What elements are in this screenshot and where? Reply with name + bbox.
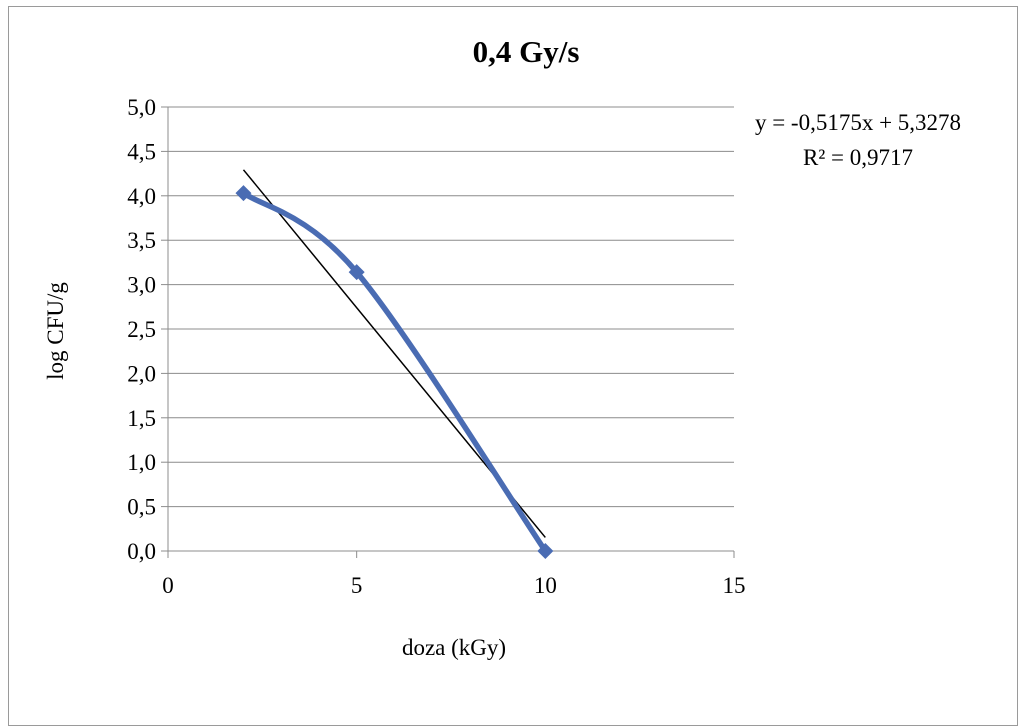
y-tick-label: 2,5 <box>127 317 156 342</box>
y-tick-label: 1,0 <box>127 450 156 475</box>
data-series <box>235 185 553 559</box>
y-tick-label: 3,5 <box>127 228 156 253</box>
y-tick-labels: 0,0 0,5 1,0 1,5 2,0 2,5 3,0 3,5 4,0 4,5 5,0 <box>127 95 156 564</box>
y-tick-label: 0,0 <box>127 539 156 564</box>
y-tick-label: 5,0 <box>127 95 156 120</box>
y-tick-label: 2,0 <box>127 361 156 386</box>
trendline-equation: y = -0,5175x + 5,3278 <box>755 110 961 135</box>
x-axis-title: doza (kGy) <box>402 635 506 660</box>
x-tick-label: 5 <box>351 573 363 598</box>
y-tick-label: 4,0 <box>127 184 156 209</box>
y-tick-label: 1,5 <box>127 406 156 431</box>
y-tick-label: 0,5 <box>127 495 156 520</box>
chart-svg: 0,4 Gy/s 0,0 0,5 1,0 1,5 2,0 2,5 3,0 3,5 4,0 4,5 5… <box>0 0 1022 676</box>
y-tick-label: 3,0 <box>127 273 156 298</box>
x-tick-label: 10 <box>534 573 557 598</box>
x-tick-labels: 0 5 10 15 <box>162 573 745 598</box>
r-squared-label: R² = 0,9717 <box>803 145 913 170</box>
series-line <box>243 193 545 551</box>
y-tick-label: 4,5 <box>127 139 156 164</box>
x-tick-label: 15 <box>723 573 746 598</box>
x-tick-label: 0 <box>162 573 174 598</box>
chart-title: 0,4 Gy/s <box>473 34 580 69</box>
y-axis-title: log CFU/g <box>43 282 68 380</box>
grid-lines <box>168 107 734 507</box>
